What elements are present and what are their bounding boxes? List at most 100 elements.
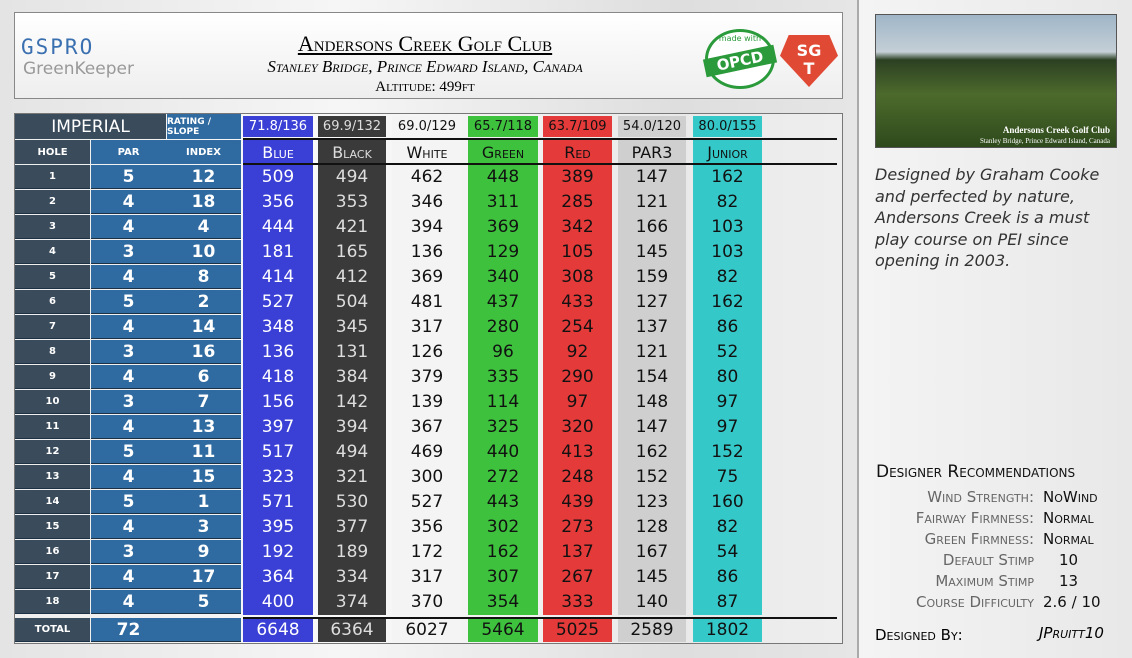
- yardage: 147: [635, 167, 669, 187]
- yardage: 413: [561, 442, 594, 462]
- yardage: 128: [635, 517, 669, 537]
- yardage: 340: [486, 267, 520, 287]
- yardage: 160: [711, 492, 744, 512]
- yardage: 167: [635, 542, 669, 562]
- tee-column: [243, 140, 313, 615]
- yardage: 121: [635, 342, 669, 362]
- yardage: 317: [410, 567, 444, 587]
- yardage: 267: [561, 567, 594, 587]
- tee-rating: 63.7/109: [543, 116, 612, 137]
- altitude: Altitude: 499ft: [375, 79, 475, 95]
- yardage: 504: [335, 292, 369, 312]
- yardage: 348: [261, 317, 295, 337]
- hole-number: 17: [15, 565, 90, 589]
- par: 4: [91, 215, 166, 239]
- yardage: 273: [561, 517, 594, 537]
- yardage: 152: [635, 467, 669, 487]
- yardage: 439: [561, 492, 594, 512]
- tee-name: Black: [332, 142, 372, 162]
- yardage: 86: [716, 567, 739, 587]
- yardage: 308: [561, 267, 594, 287]
- yardage: 127: [635, 292, 669, 312]
- yardage: 290: [561, 367, 594, 387]
- tee-total: 2589: [618, 618, 686, 642]
- yardage: 356: [261, 192, 295, 212]
- tee-column: [543, 140, 612, 615]
- par-total: 72: [91, 618, 166, 642]
- yardage: 136: [410, 242, 444, 262]
- sgt-badge: SG T: [780, 35, 838, 87]
- yardage: 75: [716, 467, 739, 487]
- yardage: 86: [716, 317, 739, 337]
- rating-header: RATING / SLOPE: [167, 114, 241, 139]
- tee-rating: 65.7/118: [468, 116, 538, 137]
- yardage: 148: [635, 392, 669, 412]
- yardage: 300: [410, 467, 444, 487]
- par: 4: [91, 365, 166, 389]
- yardage: 129: [486, 242, 520, 262]
- index: 8: [166, 265, 241, 289]
- tee-name: Junior: [707, 142, 748, 162]
- tee-name: Red: [564, 142, 591, 162]
- yardage: 166: [635, 217, 669, 237]
- yardage: 311: [486, 192, 520, 212]
- yardage: 335: [486, 367, 520, 387]
- yardage: 82: [716, 517, 739, 537]
- index: 18: [166, 190, 241, 214]
- total-label: TOTAL: [15, 618, 90, 642]
- rec-label: Wind Strength:: [927, 488, 1034, 506]
- designer-name: JPruitt10: [1039, 624, 1104, 642]
- hole-number: 14: [15, 490, 90, 514]
- logo-top: GSPRO: [21, 35, 95, 59]
- yardage: 97: [716, 417, 739, 437]
- index: 1: [166, 490, 241, 514]
- yardage: 517: [261, 442, 295, 462]
- yardage: 123: [635, 492, 669, 512]
- par: 5: [91, 290, 166, 314]
- yardage: 114: [486, 392, 520, 412]
- yardage: 181: [261, 242, 295, 262]
- yardage: 165: [335, 242, 369, 262]
- par: 3: [91, 390, 166, 414]
- par: 4: [91, 565, 166, 589]
- yardage: 527: [410, 492, 444, 512]
- yardage: 443: [486, 492, 520, 512]
- side-panel: Andersons Creek Golf Club Stanley Bridge…: [857, 0, 1132, 658]
- index: 10: [166, 240, 241, 264]
- yardage: 137: [635, 317, 669, 337]
- tee-name: Blue: [262, 142, 294, 162]
- rec-label: Maximum Stimp: [935, 572, 1034, 590]
- badge-top: made with: [718, 34, 762, 43]
- hole-number: 10: [15, 390, 90, 414]
- hole-number: 1: [15, 165, 90, 189]
- tee-total: 1802: [693, 618, 762, 642]
- yardage: 121: [635, 192, 669, 212]
- divider: [243, 138, 837, 140]
- yardage: 384: [335, 367, 369, 387]
- tee-rating: 69.9/132: [318, 116, 386, 137]
- tee-column: [618, 140, 686, 615]
- tee-total: 5464: [468, 618, 538, 642]
- yardage: 395: [261, 517, 295, 537]
- description: Designed by Graham Cooke and perfected b…: [875, 165, 1100, 270]
- rec-value: 10: [1059, 551, 1079, 569]
- yardage: 509: [261, 167, 295, 187]
- recommendations: Wind Strength: NoWind Fairway Firmness: Nor…: [859, 488, 1132, 618]
- tee-rating: 69.0/129: [392, 116, 462, 137]
- yardage: 87: [716, 592, 739, 612]
- photo-caption-sub: Stanley Bridge, Prince Edward Island, Ca…: [979, 137, 1110, 145]
- divider: [243, 163, 837, 165]
- yardage: 369: [486, 217, 520, 237]
- yardage: 437: [486, 292, 520, 312]
- yardage: 97: [716, 392, 739, 412]
- yardage: 162: [635, 442, 669, 462]
- index: 3: [166, 515, 241, 539]
- par: 4: [91, 465, 166, 489]
- yardage: 189: [335, 542, 369, 562]
- yardage: 421: [335, 217, 369, 237]
- par: 3: [91, 240, 166, 264]
- hole-number: 12: [15, 440, 90, 464]
- hole-number: 5: [15, 265, 90, 289]
- rec-value: NoWind: [1043, 488, 1098, 506]
- index: 16: [166, 340, 241, 364]
